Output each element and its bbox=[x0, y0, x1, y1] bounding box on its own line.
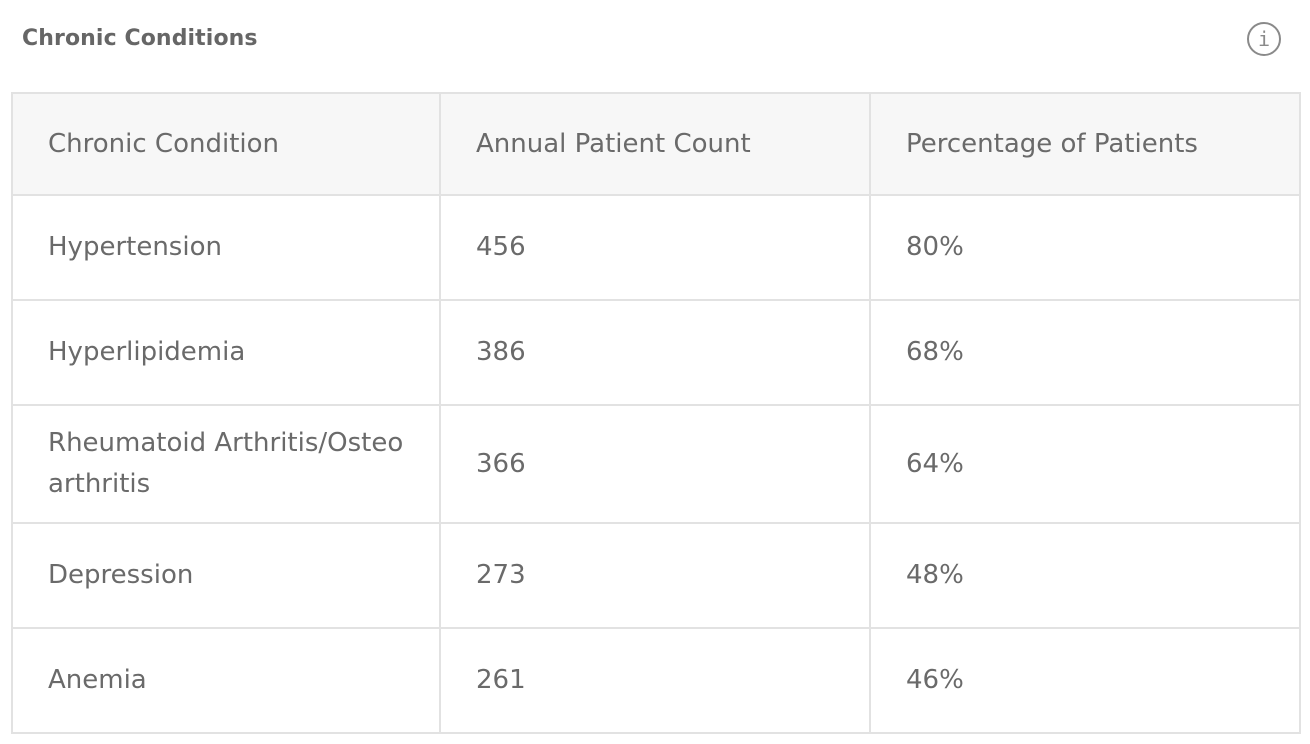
header-annual-patient-count: Annual Patient Count bbox=[439, 92, 871, 196]
condition-cell: Rheumatoid Arthritis/Osteoarthritis bbox=[11, 404, 441, 524]
table-row: Depression 273 48% bbox=[11, 522, 1301, 629]
count-cell: 261 bbox=[439, 627, 871, 734]
info-icon[interactable]: i bbox=[1247, 22, 1281, 56]
table-row: Hypertension 456 80% bbox=[11, 194, 1301, 301]
table-row: Anemia 261 46% bbox=[11, 627, 1301, 734]
percent-cell: 80% bbox=[869, 194, 1301, 301]
table-row: Rheumatoid Arthritis/Osteoarthritis 366 … bbox=[11, 404, 1301, 524]
percent-cell: 48% bbox=[869, 522, 1301, 629]
condition-cell: Depression bbox=[11, 522, 441, 629]
chronic-conditions-table: Chronic Condition Annual Patient Count P… bbox=[11, 92, 1301, 734]
table-row: Hyperlipidemia 386 68% bbox=[11, 299, 1301, 406]
percent-cell: 46% bbox=[869, 627, 1301, 734]
header-chronic-condition: Chronic Condition bbox=[11, 92, 441, 196]
count-cell: 456 bbox=[439, 194, 871, 301]
card-title: Chronic Conditions bbox=[22, 26, 258, 51]
table-header-row: Chronic Condition Annual Patient Count P… bbox=[11, 92, 1301, 196]
count-cell: 273 bbox=[439, 522, 871, 629]
condition-cell: Hypertension bbox=[11, 194, 441, 301]
percent-cell: 64% bbox=[869, 404, 1301, 524]
condition-cell: Anemia bbox=[11, 627, 441, 734]
percent-cell: 68% bbox=[869, 299, 1301, 406]
count-cell: 386 bbox=[439, 299, 871, 406]
header-percentage-of-patients: Percentage of Patients bbox=[869, 92, 1301, 196]
condition-cell: Hyperlipidemia bbox=[11, 299, 441, 406]
count-cell: 366 bbox=[439, 404, 871, 524]
